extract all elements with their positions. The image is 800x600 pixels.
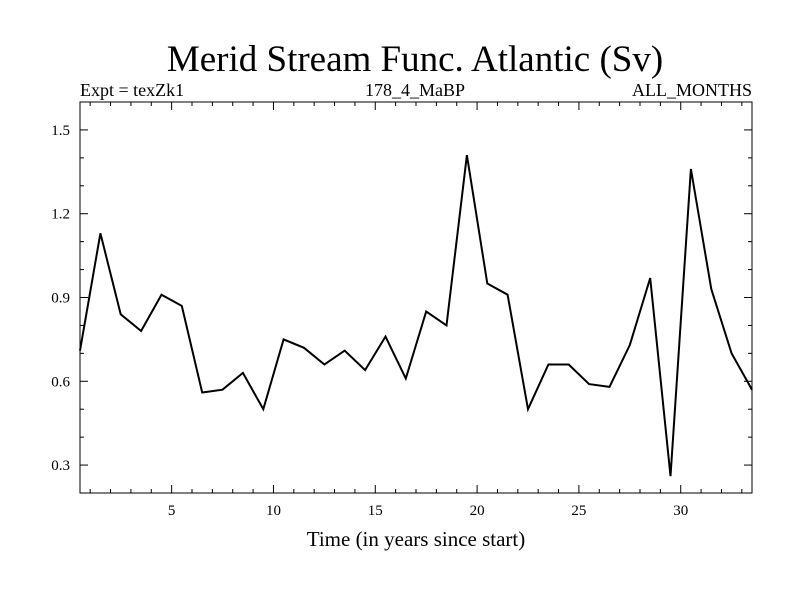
y-tick-label: 0.9 — [51, 291, 70, 307]
y-tick-label: 1.2 — [51, 207, 70, 223]
x-axis-title: Time (in years since start) — [307, 527, 526, 551]
x-tick-label: 20 — [470, 503, 485, 519]
y-tick-label: 1.5 — [51, 123, 70, 139]
y-tick-label: 0.6 — [51, 374, 70, 390]
months-label: ALL_MONTHS — [632, 80, 752, 100]
x-tick-label: 30 — [673, 503, 688, 519]
series-group — [79, 154, 753, 477]
period-label: 178_4_MaBP — [364, 80, 465, 100]
y-tick-label: 0.3 — [51, 458, 70, 474]
series-line — [79, 154, 753, 477]
x-tick-label: 25 — [571, 503, 586, 519]
x-tick-label: 5 — [168, 503, 176, 519]
x-tick-label: 15 — [368, 503, 383, 519]
axis-ticks: 5 10 15 20 25 30 0.3 0.6 0.9 1.2 1.5 — [51, 102, 752, 519]
chart-title: Merid Stream Func. Atlantic (Sv) — [166, 39, 664, 80]
experiment-label: Expt = texZk1 — [80, 80, 185, 100]
x-tick-label: 10 — [266, 503, 281, 519]
